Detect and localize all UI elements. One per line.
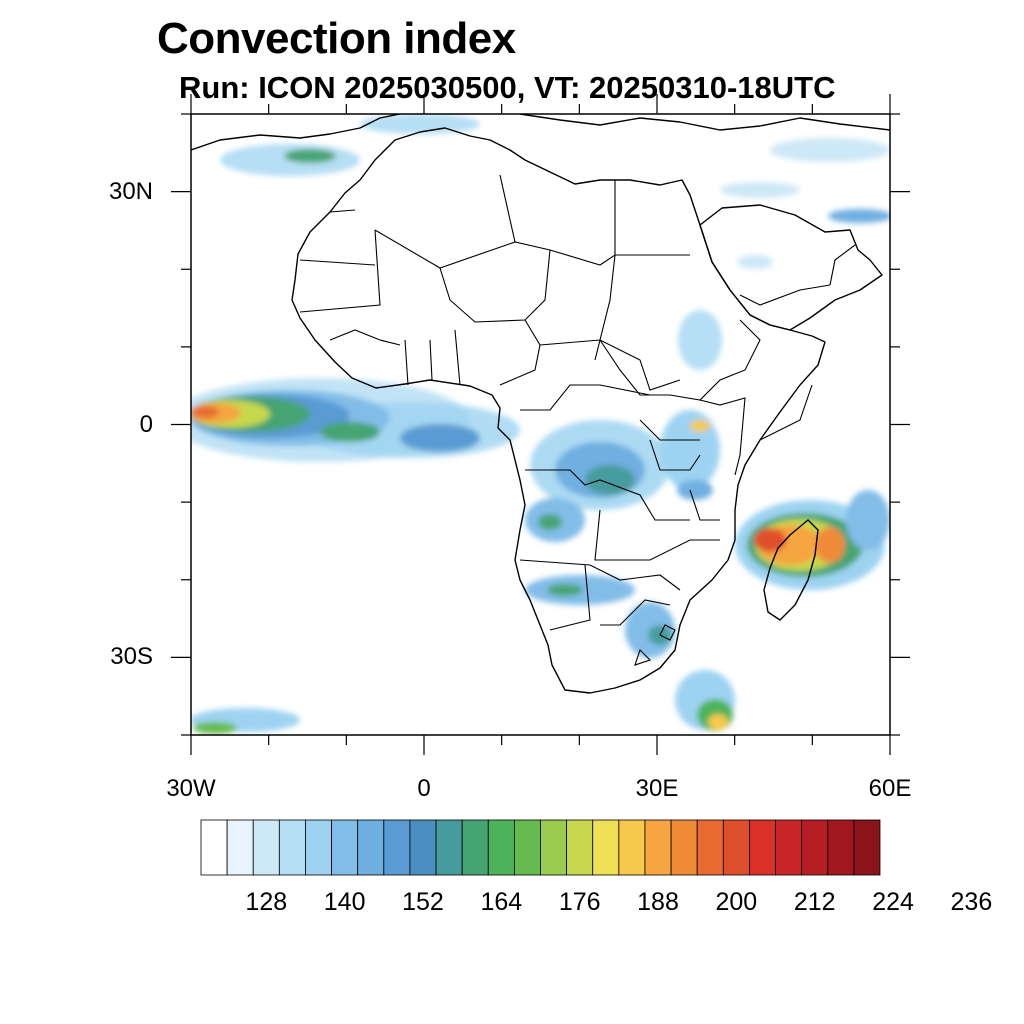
- chart-title: Convection index: [157, 14, 516, 63]
- colorbar-swatch: [513, 819, 541, 876]
- colorbar-swatch: [435, 819, 463, 876]
- colorbar-swatch: [566, 819, 594, 876]
- lon-tick-label: 30E: [635, 775, 679, 802]
- colorbar-swatch: [357, 819, 385, 876]
- lat-tick-label: 0: [139, 410, 153, 438]
- convection-field: [191, 114, 890, 734]
- colorbar-label: 128: [245, 888, 288, 916]
- colorbar-swatch: [827, 819, 855, 876]
- colorbar-swatch: [252, 819, 280, 876]
- axis-ticks: [171, 94, 910, 755]
- colorbar-swatch: [540, 819, 568, 876]
- colorbar-swatch: [670, 819, 698, 876]
- colorbar-swatch: [853, 819, 881, 876]
- colorbar-swatch: [487, 819, 515, 876]
- colorbar-swatch: [383, 819, 411, 876]
- colorbar-label: 236: [950, 888, 993, 916]
- coastlines: [191, 114, 890, 694]
- colorbar-label: 200: [715, 888, 758, 916]
- colorbar-swatch: [226, 819, 254, 876]
- colorbar-swatch: [409, 819, 437, 876]
- colorbar-swatch: [305, 819, 332, 876]
- chart-subtitle: Run: ICON 2025030500, VT: 20250310-18UTC: [179, 70, 836, 105]
- colorbar-swatch: [461, 819, 489, 876]
- lat-tick-label: 30N: [108, 177, 153, 205]
- lat-tick-label: 30S: [110, 643, 153, 671]
- colorbar-swatch: [592, 819, 620, 876]
- colorbar-label: 176: [558, 888, 601, 916]
- lon-tick-label: 60E: [868, 775, 912, 802]
- lon-tick-label: 30W: [166, 775, 216, 802]
- colorbar-swatch: [722, 819, 750, 876]
- colorbar-swatch: [278, 819, 306, 876]
- colorbar-swatch: [618, 819, 646, 876]
- colorbar-label: 164: [480, 888, 523, 916]
- colorbar-label: 212: [793, 888, 836, 916]
- colorbar-swatch: [696, 819, 724, 876]
- colorbar-swatch: [331, 819, 359, 876]
- colorbar-label: 188: [637, 888, 679, 916]
- colorbar-label: 224: [872, 888, 914, 916]
- colorbar: [200, 819, 881, 876]
- colorbar-swatch: [749, 819, 776, 876]
- colorbar-label: 140: [323, 888, 366, 916]
- country-borders: [299, 174, 856, 666]
- colorbar-swatch: [775, 819, 803, 876]
- colorbar-swatch: [644, 819, 672, 876]
- colorbar-swatch: [200, 819, 228, 876]
- colorbar-swatch: [801, 819, 829, 876]
- lon-tick-label: 0: [417, 775, 431, 802]
- colorbar-label: 152: [402, 888, 444, 916]
